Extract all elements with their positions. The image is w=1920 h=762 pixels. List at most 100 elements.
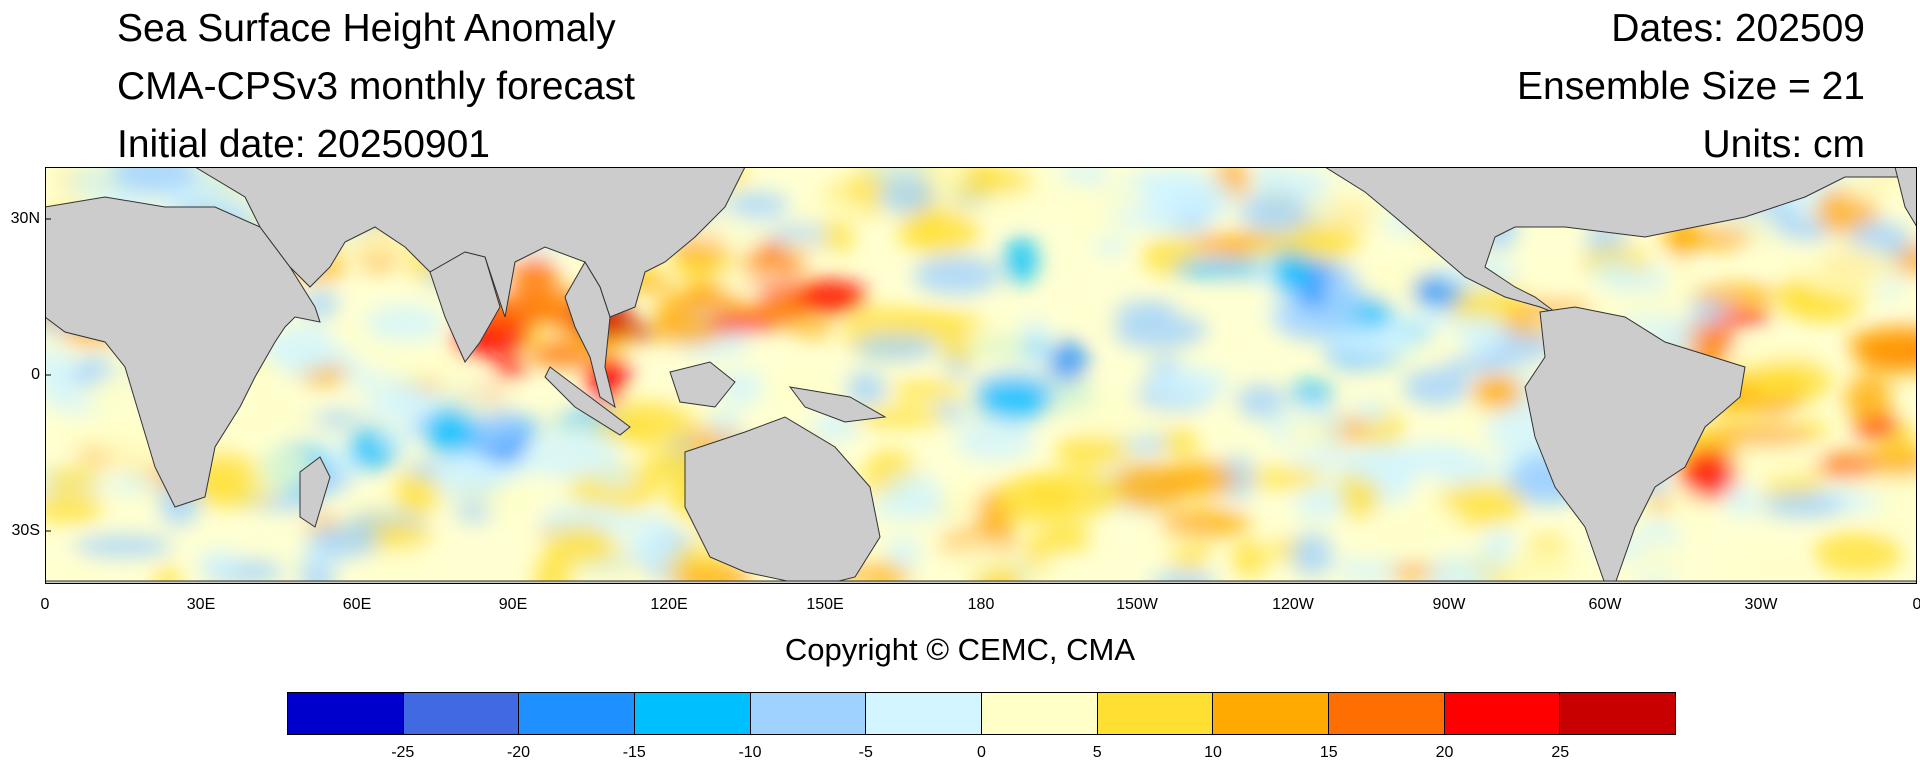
anomaly-blob (433, 451, 503, 503)
anomaly-blob (1725, 484, 1759, 518)
anomaly-blob (1284, 416, 1327, 450)
lon-label: 30W (1744, 596, 1778, 613)
europe-landmass (1894, 167, 1917, 228)
anomaly-blob (380, 352, 465, 381)
anomaly-blob (314, 525, 380, 558)
anomaly-blob (1078, 222, 1121, 240)
anomaly-blob (780, 237, 820, 254)
anomaly-blob (1518, 279, 1558, 296)
anomaly-blob (1295, 486, 1345, 521)
anomaly-blob (65, 558, 96, 584)
lat-label-30n: 30N (10, 210, 40, 227)
copyright-notice: Copyright © CEMC, CMA (784, 632, 1136, 667)
anomaly-blob (1692, 284, 1778, 305)
anomaly-blob (1113, 308, 1207, 350)
colorbar-tick-label: 5 (1092, 744, 1102, 761)
ensemble-size: Ensemble Size = 21 (1517, 65, 1865, 108)
lon-label: 60W (1588, 596, 1622, 613)
anomaly-blob (792, 279, 868, 314)
lon-label: 120W (1272, 596, 1314, 613)
anomaly-blob (1003, 236, 1039, 284)
anomaly-blob (887, 534, 919, 573)
anomaly-blob (1872, 493, 1917, 533)
india-landmass (429, 251, 501, 363)
anomaly-blob (878, 177, 935, 214)
anomaly-blob (1761, 492, 1845, 518)
anomaly-blob (1064, 184, 1146, 214)
anomaly-blob (1245, 467, 1327, 489)
anomaly-blob (108, 475, 157, 493)
anomaly-blob (1325, 328, 1412, 355)
anomaly-blob (376, 427, 424, 448)
anomaly-blob (1437, 482, 1525, 527)
anomaly-blob (671, 242, 726, 282)
anomaly-blob (153, 566, 183, 584)
anomaly-blob (854, 334, 939, 361)
anomaly-blob (1457, 316, 1505, 355)
anomaly-blob (363, 521, 432, 550)
lon-label: 90W (1432, 596, 1466, 613)
anomaly-blob (896, 208, 981, 255)
colorbar-swatch (982, 693, 1098, 734)
indochina-landmass (564, 261, 616, 409)
new-guinea-landmass (788, 386, 887, 423)
colorbar-swatch (750, 693, 867, 734)
anomaly-blob (1159, 509, 1251, 537)
anomaly-blob (927, 167, 968, 194)
sumatra-landmass (544, 366, 631, 436)
anomaly-blob (1471, 375, 1524, 410)
anomaly-blob (528, 340, 593, 368)
lon-label: 150W (1116, 596, 1158, 613)
colorbar-swatch (288, 693, 404, 734)
anomaly-blob (1802, 245, 1898, 297)
anomaly-blob (1253, 167, 1333, 198)
anomaly-blob (1757, 360, 1786, 406)
anomaly-blob (197, 550, 243, 574)
anomaly-blob (1845, 375, 1892, 422)
australia-landmass (684, 416, 881, 584)
anomaly-blob (882, 474, 943, 512)
anomaly-blob (492, 358, 526, 379)
anomaly-blob (706, 314, 772, 333)
map-panel (45, 167, 1917, 584)
plot-title: Sea Surface Height Anomaly (117, 7, 616, 50)
colorbar-tick-label: 15 (1319, 744, 1338, 761)
anomaly-blob (671, 564, 756, 584)
anomaly-blob (1425, 555, 1490, 584)
colorbar-swatch (1560, 693, 1676, 734)
anomaly-blob (1161, 460, 1237, 498)
anomaly-blob (1271, 249, 1314, 291)
anomaly-blob (45, 490, 104, 524)
anomaly-blob (941, 540, 1013, 574)
units-label: Units: cm (1702, 123, 1865, 166)
anomaly-blob (1232, 539, 1267, 578)
colorbar-tick-label: -15 (622, 744, 646, 761)
asia-landmass (45, 167, 746, 318)
anomaly-blob (955, 418, 1034, 461)
anomaly-blob (1729, 555, 1809, 579)
anomaly-blob (1076, 394, 1167, 442)
anomaly-blob (1288, 381, 1334, 407)
continents (45, 167, 1917, 584)
colorbar-swatch (1213, 693, 1330, 734)
info-block: Dates: 202509 Ensemble Size = 21 Units: … (1517, 0, 1865, 174)
anomaly-blob (73, 535, 173, 558)
anomaly-blob (1722, 445, 1822, 482)
colorbar-swatch (519, 693, 636, 734)
anomaly-blob (235, 400, 323, 432)
colorbar-swatch (635, 693, 751, 734)
anomaly-blob (1291, 532, 1333, 577)
north-america-landmass (1324, 167, 1917, 318)
anomaly-blob (546, 527, 617, 565)
lon-label: 90E (498, 596, 528, 613)
colorbar-tick-label: 20 (1435, 744, 1454, 761)
anomaly-blob (1043, 520, 1090, 554)
anomaly-blob (822, 219, 855, 253)
colorbar-swatch (1444, 693, 1561, 734)
anomaly-blob (724, 192, 790, 217)
lon-label: 30E (186, 596, 216, 613)
madagascar-landmass (299, 456, 331, 528)
colorbar-tick-label: 0 (977, 744, 986, 761)
anomaly-blob (1171, 297, 1204, 319)
anomaly-blob (1162, 428, 1198, 457)
